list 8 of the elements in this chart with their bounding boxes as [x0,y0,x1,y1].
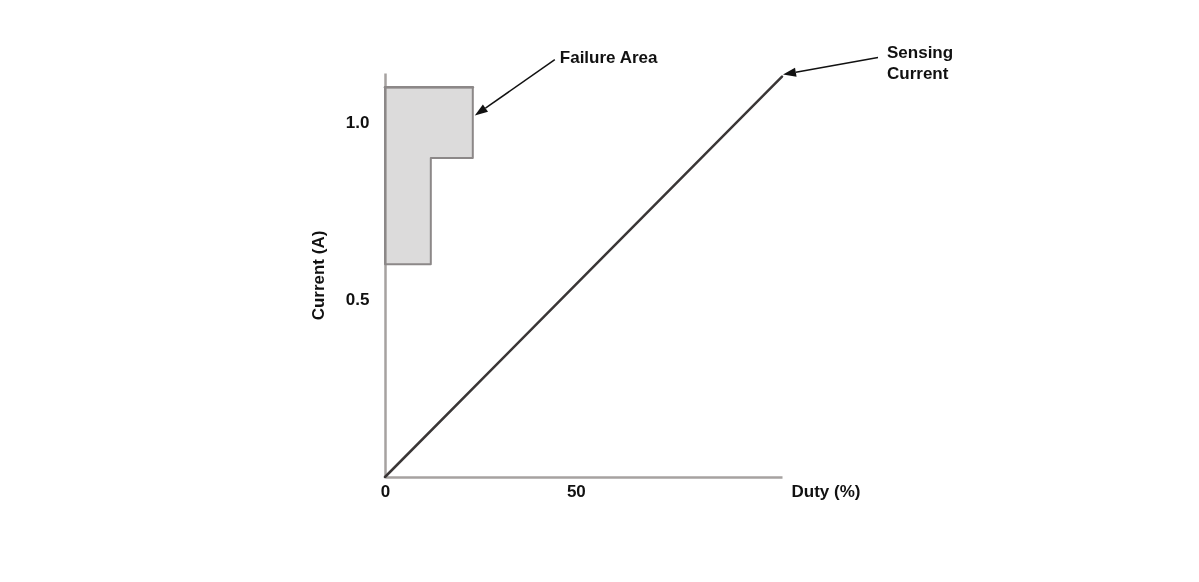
y-tick-label: 0.5 [345,290,370,310]
y-tick-label: 1.0 [345,113,370,133]
x-tick-label: 0 [380,481,391,501]
text: Sensing Current [887,42,954,83]
text: Failure Area [559,47,658,67]
x-tick-label: 50 [566,481,586,501]
x-axis-title: Duty (%) [791,481,861,501]
y-axis-title: Current (A) [308,230,328,321]
